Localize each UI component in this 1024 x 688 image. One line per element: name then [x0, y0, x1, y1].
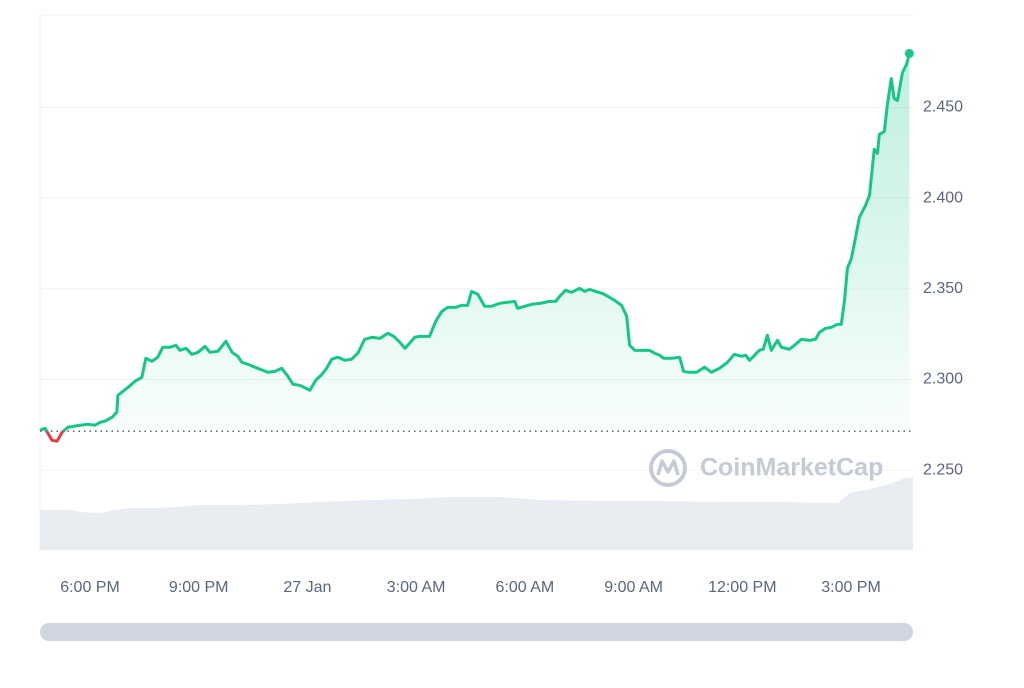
x-tick-label: 9:00 PM — [169, 579, 229, 596]
y-tick-label: 2.300 — [923, 371, 963, 388]
volume-area — [40, 477, 913, 550]
plot-layer — [39, 48, 914, 443]
x-tick-label: 3:00 PM — [821, 579, 881, 596]
watermark: CoinMarketCap — [700, 454, 883, 482]
watermark-logo — [649, 449, 687, 487]
y-tick-label: 2.450 — [923, 99, 963, 116]
x-tick-label: 27 Jan — [283, 579, 331, 596]
area — [40, 53, 910, 432]
x-tick-label: 6:00 AM — [496, 579, 555, 596]
last-point — [904, 48, 914, 58]
x-tick-label: 9:00 AM — [604, 579, 663, 596]
y-tick-label: 2.350 — [923, 280, 963, 297]
price-line-up — [39, 53, 911, 432]
y-tick-label: 2.250 — [923, 461, 963, 478]
scrollbar[interactable] — [40, 623, 913, 641]
y-tick-label: 2.400 — [923, 189, 963, 206]
x-tick-label: 6:00 PM — [60, 579, 120, 596]
x-tick-label: 12:00 PM — [708, 579, 776, 596]
x-tick-label: 3:00 AM — [387, 579, 446, 596]
